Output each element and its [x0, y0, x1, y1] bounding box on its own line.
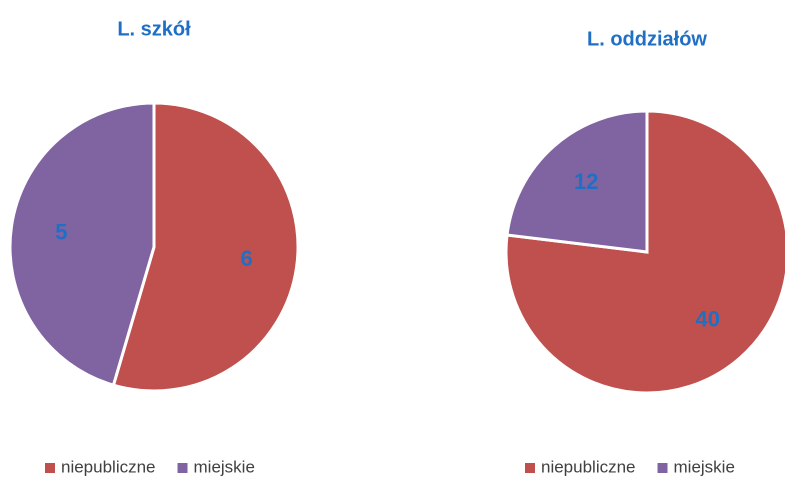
chart-title: L. oddziałów	[587, 28, 707, 50]
data-label: 40	[696, 306, 720, 331]
data-label: 5	[55, 219, 67, 244]
legend-swatch	[657, 463, 668, 473]
legend-swatch	[525, 463, 535, 473]
legend-label: miejskie	[674, 457, 735, 476]
pie-slice	[505, 109, 649, 254]
pie-slice	[111, 101, 300, 393]
chart-title: L. szkół	[117, 18, 191, 40]
legend-label: niepubliczne	[541, 457, 636, 476]
data-label: 12	[574, 169, 598, 194]
legend-swatch	[45, 463, 55, 473]
legend-label: miejskie	[194, 457, 255, 476]
data-label: 6	[241, 246, 253, 271]
pie-slice	[8, 101, 156, 388]
legend-label: niepubliczne	[61, 457, 156, 476]
legend-swatch	[177, 463, 188, 473]
